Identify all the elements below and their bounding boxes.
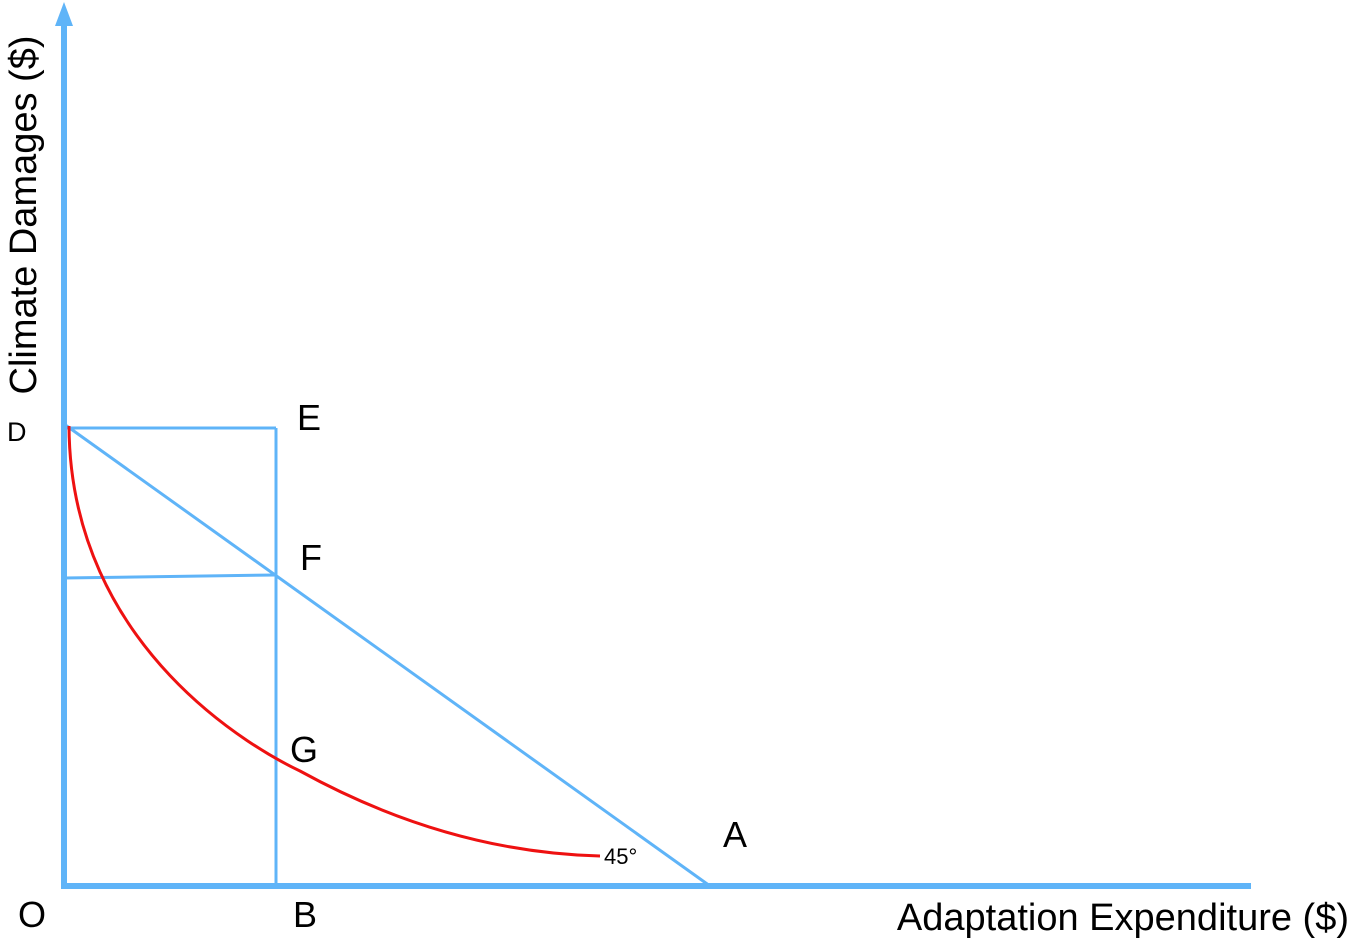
y-axis-arrowhead <box>55 2 73 26</box>
label-a: A <box>723 814 747 855</box>
angle-label: 45° <box>604 844 637 869</box>
line-f-horizontal <box>63 573 277 580</box>
line-d-a <box>63 422 711 888</box>
label-g: G <box>290 729 318 770</box>
label-e: E <box>297 397 321 438</box>
x-axis-title: Adaptation Expenditure ($) <box>897 897 1349 939</box>
label-origin: O <box>18 894 46 935</box>
damage-curve <box>67 425 601 858</box>
label-b: B <box>293 894 317 935</box>
label-d: D <box>7 417 27 447</box>
label-f: F <box>300 537 322 578</box>
y-axis-title: Climate Damages ($) <box>3 36 45 395</box>
